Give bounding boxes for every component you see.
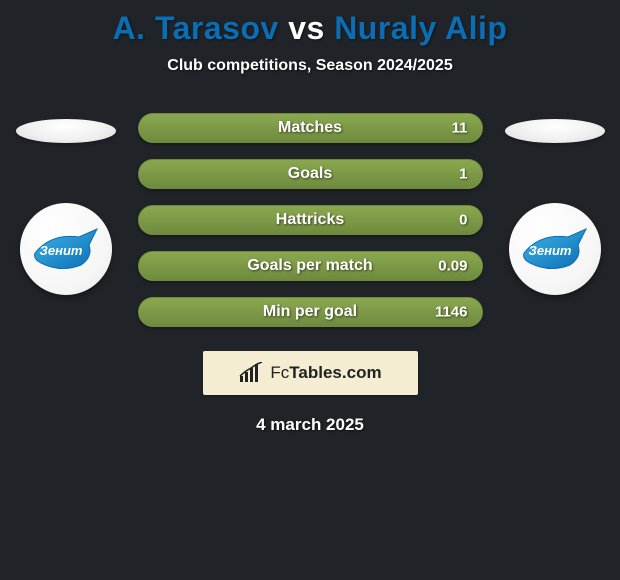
stats-column: Matches 11 Goals 1 Hattricks 0 Goals per… [138, 113, 483, 327]
brand-prefix: Fc [270, 363, 289, 382]
stat-label: Goals [288, 165, 332, 183]
zenit-logo-icon: Зенит [31, 223, 101, 275]
stat-label: Min per goal [263, 303, 357, 321]
right-side: Зенит [505, 113, 605, 295]
zenit-logo-icon: Зенит [520, 223, 590, 275]
player1-name: A. Tarasov [113, 10, 279, 46]
brand-text: FcTables.com [270, 363, 381, 383]
subtitle: Club competitions, Season 2024/2025 [167, 57, 452, 75]
stat-value: 1 [459, 166, 467, 183]
player2-oval [505, 119, 605, 143]
stat-value: 0.09 [438, 258, 467, 275]
brand-chart-icon [238, 362, 264, 384]
stat-value: 1146 [435, 304, 468, 321]
player1-oval [16, 119, 116, 143]
svg-text:Зенит: Зенит [39, 243, 82, 258]
player2-club-badge: Зенит [509, 203, 601, 295]
page-title: A. Tarasov vs Nuraly Alip [113, 10, 508, 47]
stat-bar-gpm: Goals per match 0.09 [138, 251, 483, 281]
comparison-infographic: A. Tarasov vs Nuraly Alip Club competiti… [0, 0, 620, 580]
stat-bar-hattricks: Hattricks 0 [138, 205, 483, 235]
stat-bar-mpg: Min per goal 1146 [138, 297, 483, 327]
player1-club-badge: Зенит [20, 203, 112, 295]
left-side: Зенит [16, 113, 116, 295]
brand-box: FcTables.com [203, 351, 418, 395]
stat-value: 0 [459, 212, 467, 229]
stat-bar-matches: Matches 11 [138, 113, 483, 143]
player2-name: Nuraly Alip [334, 10, 507, 46]
brand-main: Tables.com [289, 363, 381, 382]
stat-bar-goals: Goals 1 [138, 159, 483, 189]
content-row: Зенит Matches 11 Goals 1 Hattricks 0 [0, 113, 620, 327]
stat-label: Hattricks [276, 211, 344, 229]
stat-label: Goals per match [247, 257, 372, 275]
date-text: 4 march 2025 [256, 415, 364, 435]
stat-value: 11 [452, 120, 468, 137]
svg-text:Зенит: Зенит [528, 243, 571, 258]
vs-text: vs [288, 10, 325, 46]
stat-label: Matches [278, 119, 342, 137]
